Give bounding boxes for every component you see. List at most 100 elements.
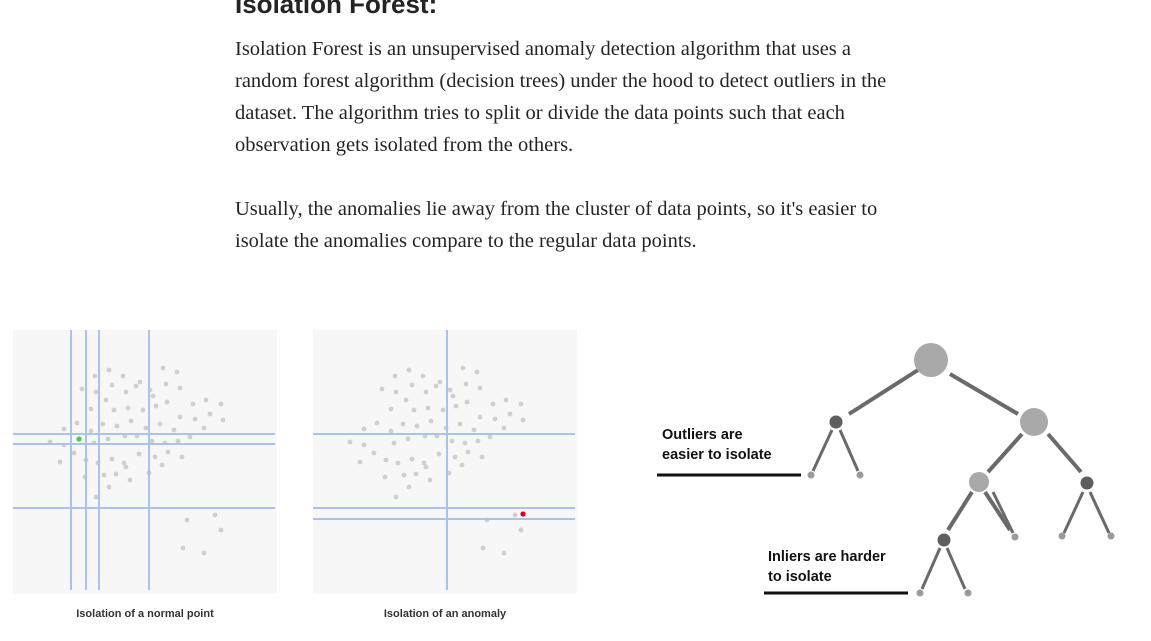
isolation-forest-figure: Isolation of a normal point Isolation of… (0, 320, 1151, 637)
data-point (400, 421, 406, 427)
data-point (192, 416, 198, 422)
anomaly-point-marker (520, 511, 526, 517)
panel-anomaly-background (313, 330, 577, 594)
data-point (453, 403, 459, 409)
data-point (487, 434, 493, 440)
data-point (477, 414, 483, 420)
data-point (128, 418, 134, 424)
data-point (123, 389, 129, 395)
data-point (388, 428, 394, 434)
data-point (163, 381, 169, 387)
data-point (201, 425, 207, 431)
data-point (127, 477, 133, 483)
data-point (101, 472, 107, 478)
data-point (450, 393, 456, 399)
paragraph-anomalies: Usually, the anomalies lie away from the… (235, 198, 878, 252)
data-point (174, 369, 180, 375)
data-point (403, 397, 409, 403)
tree-edges-leaf (811, 429, 1111, 590)
data-point (436, 451, 442, 457)
data-point (449, 438, 455, 444)
data-point (388, 406, 394, 412)
data-point (490, 401, 496, 407)
data-point (447, 387, 453, 393)
data-point (121, 460, 127, 466)
panel-normal-background (13, 330, 277, 594)
data-point (465, 449, 471, 455)
data-point (201, 550, 207, 556)
data-point (462, 440, 468, 446)
data-point (420, 373, 426, 379)
data-point (393, 389, 399, 395)
data-point (157, 421, 163, 427)
tree-node-inner (969, 472, 989, 492)
data-point (406, 367, 412, 373)
data-point (392, 373, 398, 379)
data-point (501, 550, 507, 556)
data-point (379, 386, 385, 392)
panel-anomaly-split-lines (313, 330, 575, 590)
panel-normal-split-lines (13, 330, 275, 590)
data-point (427, 477, 433, 483)
data-point (218, 401, 224, 407)
tree-root-node (914, 343, 948, 377)
data-point (137, 379, 143, 385)
normal-point-marker (76, 436, 82, 442)
data-point (187, 434, 193, 440)
data-point (440, 407, 446, 413)
data-point (165, 449, 171, 455)
data-point (164, 399, 170, 405)
tree-node-deep (937, 533, 951, 547)
data-point (371, 450, 377, 456)
data-point (357, 459, 363, 465)
data-point (218, 527, 224, 533)
data-point (437, 379, 443, 385)
data-point (383, 457, 389, 463)
outlier-label-line1: Outliers are (662, 427, 743, 443)
data-point (374, 420, 380, 426)
data-point (474, 369, 480, 375)
tree-edges-thick (847, 368, 1083, 532)
data-point (93, 494, 99, 500)
data-point (184, 517, 190, 523)
data-point (480, 545, 486, 551)
data-point (71, 450, 77, 456)
inlier-label-line2: to isolate (768, 569, 832, 585)
data-point (492, 416, 498, 422)
data-point (93, 389, 99, 395)
data-point (133, 383, 139, 389)
panel-normal-point: Isolation of a normal point (13, 330, 277, 620)
data-point (79, 386, 85, 392)
isolation-tree-diagram: Outliers are easier to isolate Inliers a… (657, 343, 1115, 597)
data-point (109, 456, 115, 462)
data-point (150, 393, 156, 399)
data-point (423, 389, 429, 395)
data-point (520, 417, 526, 423)
data-point (512, 512, 518, 518)
data-point (180, 545, 186, 551)
data-point (177, 414, 183, 420)
data-point (125, 405, 131, 411)
data-point (190, 401, 196, 407)
data-point (114, 423, 120, 429)
data-point (401, 472, 407, 478)
data-point (409, 382, 415, 388)
data-point (175, 438, 181, 444)
paragraph-intro: Isolation Forest is an unsupervised anom… (235, 38, 887, 156)
data-point (479, 454, 485, 460)
data-point (423, 464, 429, 470)
panel-anomaly-caption: Isolation of an anomaly (384, 608, 507, 620)
data-point (421, 460, 427, 466)
data-point (413, 471, 419, 477)
panel-normal-caption: Isolation of a normal point (76, 608, 214, 620)
data-point (136, 451, 142, 457)
data-point (395, 460, 401, 466)
data-point (475, 438, 481, 444)
data-point (463, 381, 469, 387)
data-point (203, 397, 209, 403)
data-point (518, 527, 524, 533)
data-point (393, 494, 399, 500)
data-point (207, 411, 213, 417)
tree-node-right-leaf-parent (1080, 476, 1094, 490)
data-point (212, 512, 218, 518)
